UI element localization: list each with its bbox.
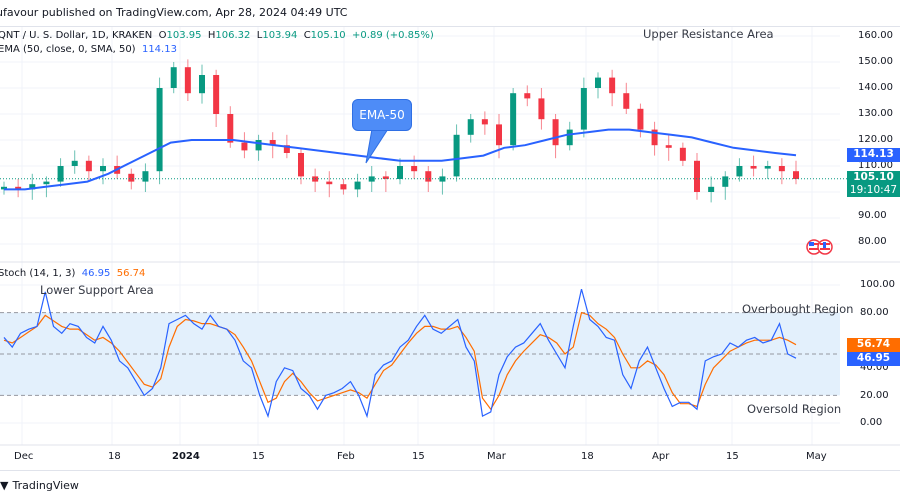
low-value: 103.94 [262, 30, 298, 41]
stoch-axis-label: 100.00 [860, 279, 895, 290]
ema-price-tag: 114.13 [847, 148, 900, 162]
publish-header: ufavour published on TradingView.com, Ap… [0, 0, 900, 26]
ema-value: 114.13 [141, 44, 177, 55]
time-axis-label: 2024 [172, 451, 200, 462]
price-axis-label: 140.00 [858, 82, 893, 93]
price-axis-label: 150.00 [858, 56, 893, 67]
price-axis-label: 130.00 [858, 108, 893, 119]
stoch-d-tag: 56.74 [847, 338, 900, 352]
close-value: 105.10 [310, 30, 346, 41]
time-axis-label: 15 [726, 451, 739, 462]
oversold-annotation: Oversold Region [747, 402, 842, 416]
time-axis-label: 18 [581, 451, 594, 462]
lower-support-annotation: Lower Support Area [40, 283, 154, 297]
stoch-k-tag: 46.95 [847, 352, 900, 366]
time-axis-label: Mar [487, 451, 506, 462]
price-axis-label: 80.00 [858, 236, 887, 247]
symbol-name: QNT / U. S. Dollar, 1D, KRAKEN [0, 30, 153, 41]
high-value: 106.32 [215, 30, 251, 41]
stoch-axis-label: 0.00 [860, 417, 883, 428]
footer: ▼ TradingView [0, 470, 900, 501]
last-price-tag: 105.10 19:10:47 [847, 171, 900, 197]
tradingview-logo-icon: ▼ [0, 479, 9, 492]
stoch-d-value: 56.74 [116, 268, 146, 279]
price-axis-label: 110.00 [858, 160, 893, 171]
overbought-annotation: Overbought Region [742, 302, 854, 316]
last-price: 105.10 [853, 171, 894, 183]
time-axis-label: Apr [652, 451, 670, 462]
symbol-legend: QNT / U. S. Dollar, 1D, KRAKEN O103.95 H… [0, 30, 434, 41]
us-flag-icon[interactable] [806, 239, 834, 255]
price-axis-label: 90.00 [858, 210, 887, 221]
stoch-axis-label: 80.00 [860, 307, 889, 318]
stoch-axis-label: 20.00 [860, 390, 889, 401]
time-axis-label: 15 [252, 451, 265, 462]
time-axis-label: 18 [108, 451, 121, 462]
change-value: +0.89 (+0.85%) [352, 30, 434, 41]
stoch-k-value: 46.95 [81, 268, 111, 279]
upper-resistance-annotation: Upper Resistance Area [643, 27, 774, 41]
ema-legend[interactable]: EMA (50, close, 0, SMA, 50) 114.13 [0, 44, 177, 55]
time-axis-label: May [806, 451, 827, 462]
price-axis-label: 160.00 [858, 30, 893, 41]
published-text: ufavour published on TradingView.com, Ap… [0, 6, 348, 19]
open-value: 103.95 [166, 30, 202, 41]
stoch-axis-label: 40.00 [860, 362, 889, 373]
price-axis-label: 120.00 [858, 134, 893, 145]
stoch-legend[interactable]: Stoch (14, 1, 3) 46.95 56.74 [0, 268, 145, 279]
header-divider [0, 26, 900, 27]
time-axis-label: 15 [412, 451, 425, 462]
ema-50-callout: EMA-50 [352, 99, 412, 131]
time-axis-label: Dec [14, 451, 34, 462]
ema-label: EMA (50, close, 0, SMA, 50) [0, 44, 136, 55]
chart-canvas[interactable] [0, 0, 900, 470]
stoch-label: Stoch (14, 1, 3) [0, 268, 76, 279]
brand-name: TradingView [12, 479, 79, 492]
bar-countdown: 19:10:47 [849, 184, 898, 196]
time-axis-label: Feb [337, 451, 355, 462]
